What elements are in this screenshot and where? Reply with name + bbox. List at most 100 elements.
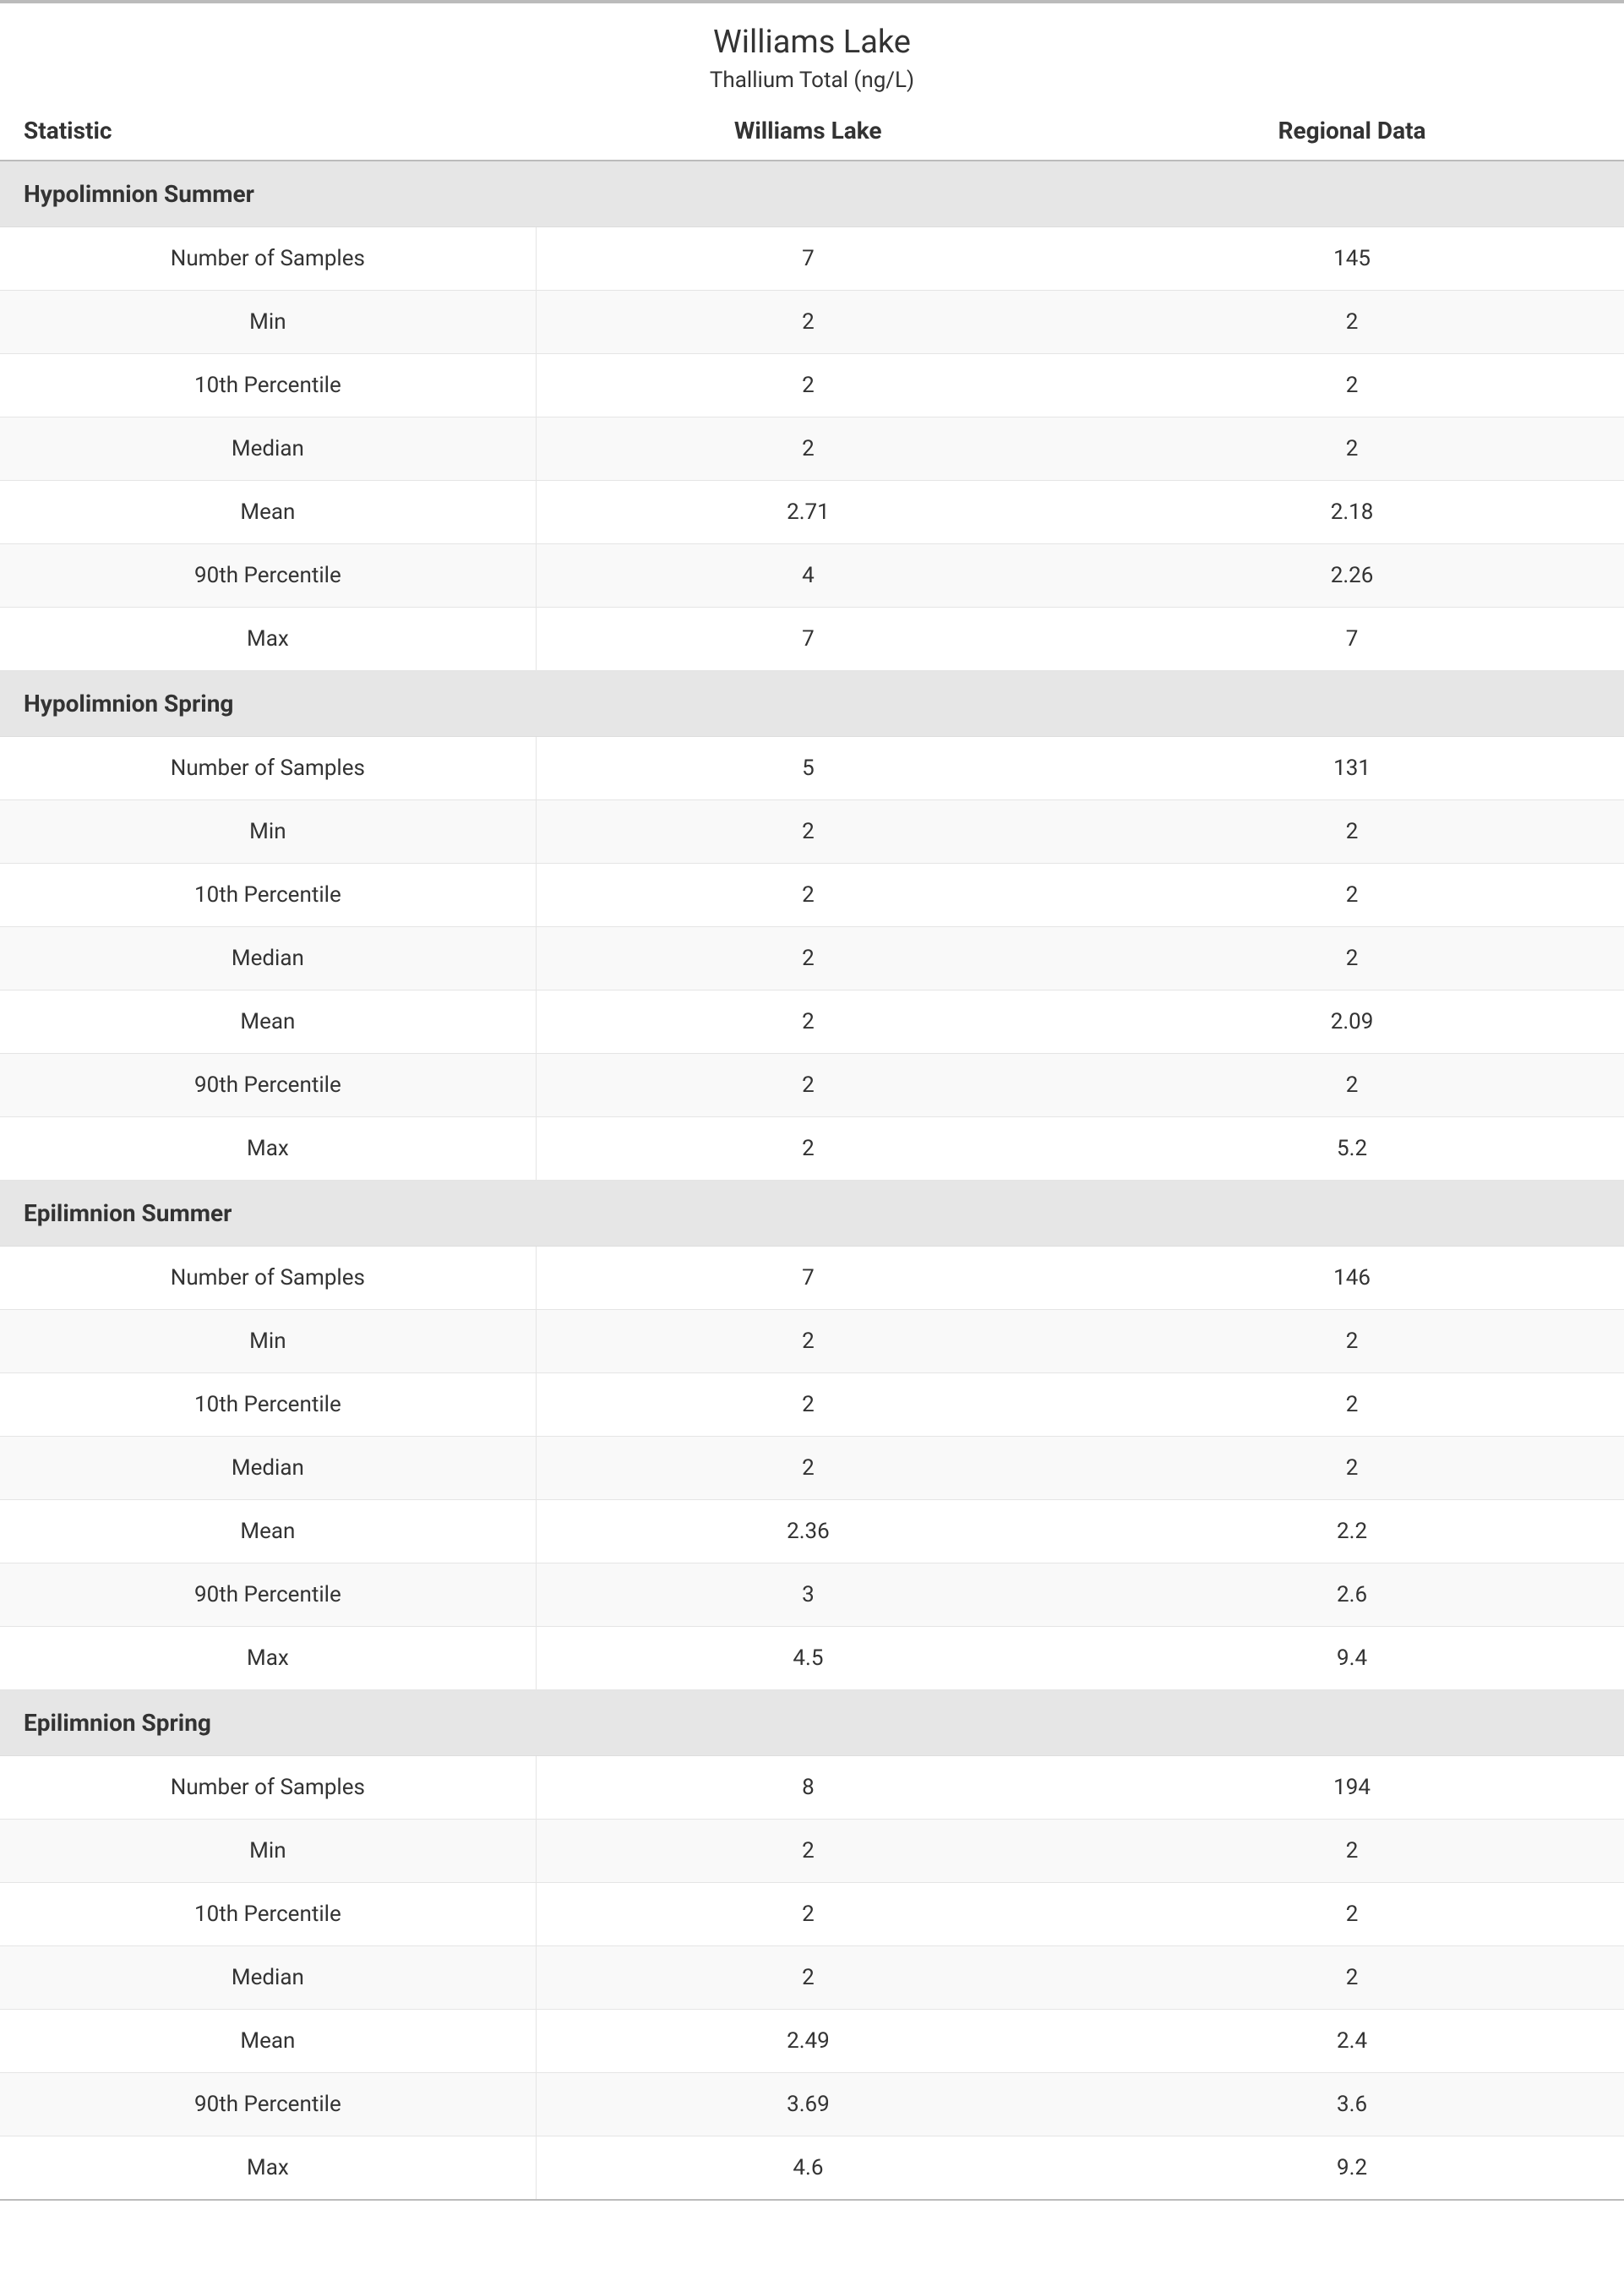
regional-value-cell: 2.18 (1080, 481, 1624, 544)
section-header-row: Hypolimnion Spring (0, 671, 1624, 737)
header-row: Statistic Williams Lake Regional Data (0, 101, 1624, 161)
table-row: Min22 (0, 291, 1624, 354)
stat-name-cell: Median (0, 417, 536, 481)
local-value-cell: 2 (536, 291, 1080, 354)
table-row: 90th Percentile22 (0, 1054, 1624, 1117)
section-header-cell: Epilimnion Summer (0, 1181, 1624, 1247)
table-row: Number of Samples8194 (0, 1756, 1624, 1820)
page-subtitle: Thallium Total (ng/L) (0, 68, 1624, 93)
regional-value-cell: 3.6 (1080, 2073, 1624, 2136)
local-value-cell: 2 (536, 1820, 1080, 1883)
table-row: Mean2.492.4 (0, 2010, 1624, 2073)
table-row: Number of Samples7146 (0, 1247, 1624, 1310)
local-value-cell: 8 (536, 1756, 1080, 1820)
stat-name-cell: Max (0, 2136, 536, 2201)
section-header-row: Epilimnion Spring (0, 1690, 1624, 1756)
table-row: Number of Samples5131 (0, 737, 1624, 800)
table-row: Max4.69.2 (0, 2136, 1624, 2201)
table-row: Min22 (0, 1310, 1624, 1373)
page-title: Williams Lake (0, 24, 1624, 61)
table-body: Hypolimnion SummerNumber of Samples7145M… (0, 161, 1624, 2200)
regional-value-cell: 7 (1080, 608, 1624, 671)
table-row: 10th Percentile22 (0, 864, 1624, 927)
regional-value-cell: 2 (1080, 1883, 1624, 1946)
regional-value-cell: 2 (1080, 1820, 1624, 1883)
stat-name-cell: Min (0, 1310, 536, 1373)
col-header-local: Williams Lake (536, 101, 1080, 161)
table-row: 10th Percentile22 (0, 1883, 1624, 1946)
local-value-cell: 2 (536, 1117, 1080, 1181)
local-value-cell: 2.71 (536, 481, 1080, 544)
stat-name-cell: Max (0, 1627, 536, 1690)
stat-name-cell: Number of Samples (0, 1756, 536, 1820)
local-value-cell: 3.69 (536, 2073, 1080, 2136)
table-row: Median22 (0, 417, 1624, 481)
stat-name-cell: 90th Percentile (0, 544, 536, 608)
local-value-cell: 2.49 (536, 2010, 1080, 2073)
stat-name-cell: 90th Percentile (0, 1563, 536, 1627)
stat-name-cell: Number of Samples (0, 227, 536, 291)
stat-name-cell: 10th Percentile (0, 354, 536, 417)
regional-value-cell: 2.4 (1080, 2010, 1624, 2073)
regional-value-cell: 2 (1080, 1946, 1624, 2010)
table-row: Median22 (0, 927, 1624, 990)
regional-value-cell: 145 (1080, 227, 1624, 291)
regional-value-cell: 2.09 (1080, 990, 1624, 1054)
stat-name-cell: 10th Percentile (0, 1373, 536, 1437)
regional-value-cell: 2 (1080, 417, 1624, 481)
table-row: 90th Percentile32.6 (0, 1563, 1624, 1627)
local-value-cell: 2 (536, 864, 1080, 927)
local-value-cell: 4.5 (536, 1627, 1080, 1690)
section-header-row: Hypolimnion Summer (0, 161, 1624, 227)
table-row: Median22 (0, 1437, 1624, 1500)
local-value-cell: 2 (536, 1883, 1080, 1946)
section-header-cell: Epilimnion Spring (0, 1690, 1624, 1756)
table-row: Number of Samples7145 (0, 227, 1624, 291)
regional-value-cell: 2 (1080, 1437, 1624, 1500)
stat-name-cell: Median (0, 927, 536, 990)
local-value-cell: 2 (536, 354, 1080, 417)
stat-name-cell: 10th Percentile (0, 1883, 536, 1946)
table-row: 10th Percentile22 (0, 1373, 1624, 1437)
col-header-statistic: Statistic (0, 101, 536, 161)
section-header-cell: Hypolimnion Spring (0, 671, 1624, 737)
stat-name-cell: Max (0, 608, 536, 671)
stat-name-cell: 90th Percentile (0, 2073, 536, 2136)
table-row: Median22 (0, 1946, 1624, 2010)
regional-value-cell: 2.6 (1080, 1563, 1624, 1627)
local-value-cell: 2 (536, 1373, 1080, 1437)
table-row: Max4.59.4 (0, 1627, 1624, 1690)
local-value-cell: 2 (536, 800, 1080, 864)
table-row: Min22 (0, 1820, 1624, 1883)
col-header-regional: Regional Data (1080, 101, 1624, 161)
local-value-cell: 2 (536, 927, 1080, 990)
table-row: 10th Percentile22 (0, 354, 1624, 417)
regional-value-cell: 2 (1080, 1373, 1624, 1437)
table-row: Max77 (0, 608, 1624, 671)
local-value-cell: 2.36 (536, 1500, 1080, 1563)
section-header-cell: Hypolimnion Summer (0, 161, 1624, 227)
stat-name-cell: Number of Samples (0, 737, 536, 800)
regional-value-cell: 2.2 (1080, 1500, 1624, 1563)
stat-name-cell: Median (0, 1946, 536, 2010)
regional-value-cell: 5.2 (1080, 1117, 1624, 1181)
regional-value-cell: 2 (1080, 291, 1624, 354)
table-row: Min22 (0, 800, 1624, 864)
stat-name-cell: Min (0, 1820, 536, 1883)
local-value-cell: 2 (536, 1310, 1080, 1373)
stat-name-cell: 90th Percentile (0, 1054, 536, 1117)
regional-value-cell: 146 (1080, 1247, 1624, 1310)
section-header-row: Epilimnion Summer (0, 1181, 1624, 1247)
local-value-cell: 3 (536, 1563, 1080, 1627)
local-value-cell: 7 (536, 227, 1080, 291)
table-row: 90th Percentile42.26 (0, 544, 1624, 608)
local-value-cell: 7 (536, 1247, 1080, 1310)
regional-value-cell: 2 (1080, 354, 1624, 417)
regional-value-cell: 9.2 (1080, 2136, 1624, 2201)
title-block: Williams Lake Thallium Total (ng/L) (0, 3, 1624, 101)
stat-name-cell: Mean (0, 1500, 536, 1563)
stat-name-cell: Min (0, 291, 536, 354)
regional-value-cell: 2 (1080, 1310, 1624, 1373)
regional-value-cell: 2 (1080, 864, 1624, 927)
stat-name-cell: Max (0, 1117, 536, 1181)
